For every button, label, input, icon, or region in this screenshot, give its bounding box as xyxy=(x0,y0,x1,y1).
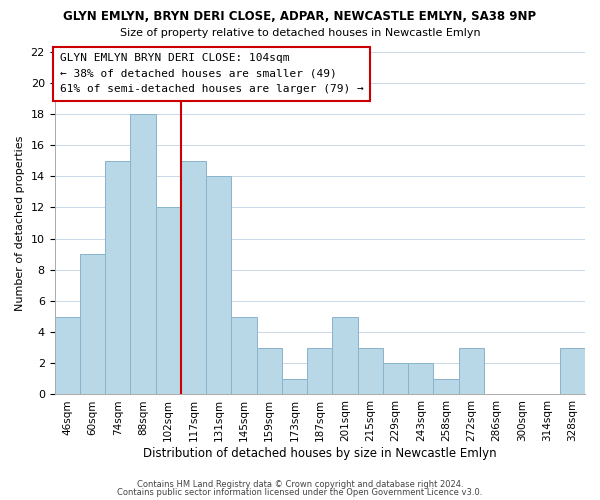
X-axis label: Distribution of detached houses by size in Newcastle Emlyn: Distribution of detached houses by size … xyxy=(143,447,497,460)
Bar xyxy=(408,364,433,394)
Text: Contains HM Land Registry data © Crown copyright and database right 2024.: Contains HM Land Registry data © Crown c… xyxy=(137,480,463,489)
Bar xyxy=(358,348,383,395)
Text: GLYN EMLYN BRYN DERI CLOSE: 104sqm
← 38% of detached houses are smaller (49)
61%: GLYN EMLYN BRYN DERI CLOSE: 104sqm ← 38%… xyxy=(60,53,364,94)
Text: Contains public sector information licensed under the Open Government Licence v3: Contains public sector information licen… xyxy=(118,488,482,497)
Bar xyxy=(206,176,232,394)
Bar xyxy=(232,316,257,394)
Bar xyxy=(181,160,206,394)
Text: GLYN EMLYN, BRYN DERI CLOSE, ADPAR, NEWCASTLE EMLYN, SA38 9NP: GLYN EMLYN, BRYN DERI CLOSE, ADPAR, NEWC… xyxy=(64,10,536,23)
Bar xyxy=(80,254,105,394)
Bar xyxy=(257,348,282,395)
Bar xyxy=(282,379,307,394)
Bar xyxy=(332,316,358,394)
Bar xyxy=(55,316,80,394)
Bar xyxy=(105,160,130,394)
Bar xyxy=(155,208,181,394)
Y-axis label: Number of detached properties: Number of detached properties xyxy=(15,136,25,310)
Bar xyxy=(458,348,484,395)
Bar xyxy=(383,364,408,394)
Bar xyxy=(560,348,585,395)
Bar xyxy=(307,348,332,395)
Bar xyxy=(130,114,155,394)
Text: Size of property relative to detached houses in Newcastle Emlyn: Size of property relative to detached ho… xyxy=(119,28,481,38)
Bar xyxy=(433,379,458,394)
